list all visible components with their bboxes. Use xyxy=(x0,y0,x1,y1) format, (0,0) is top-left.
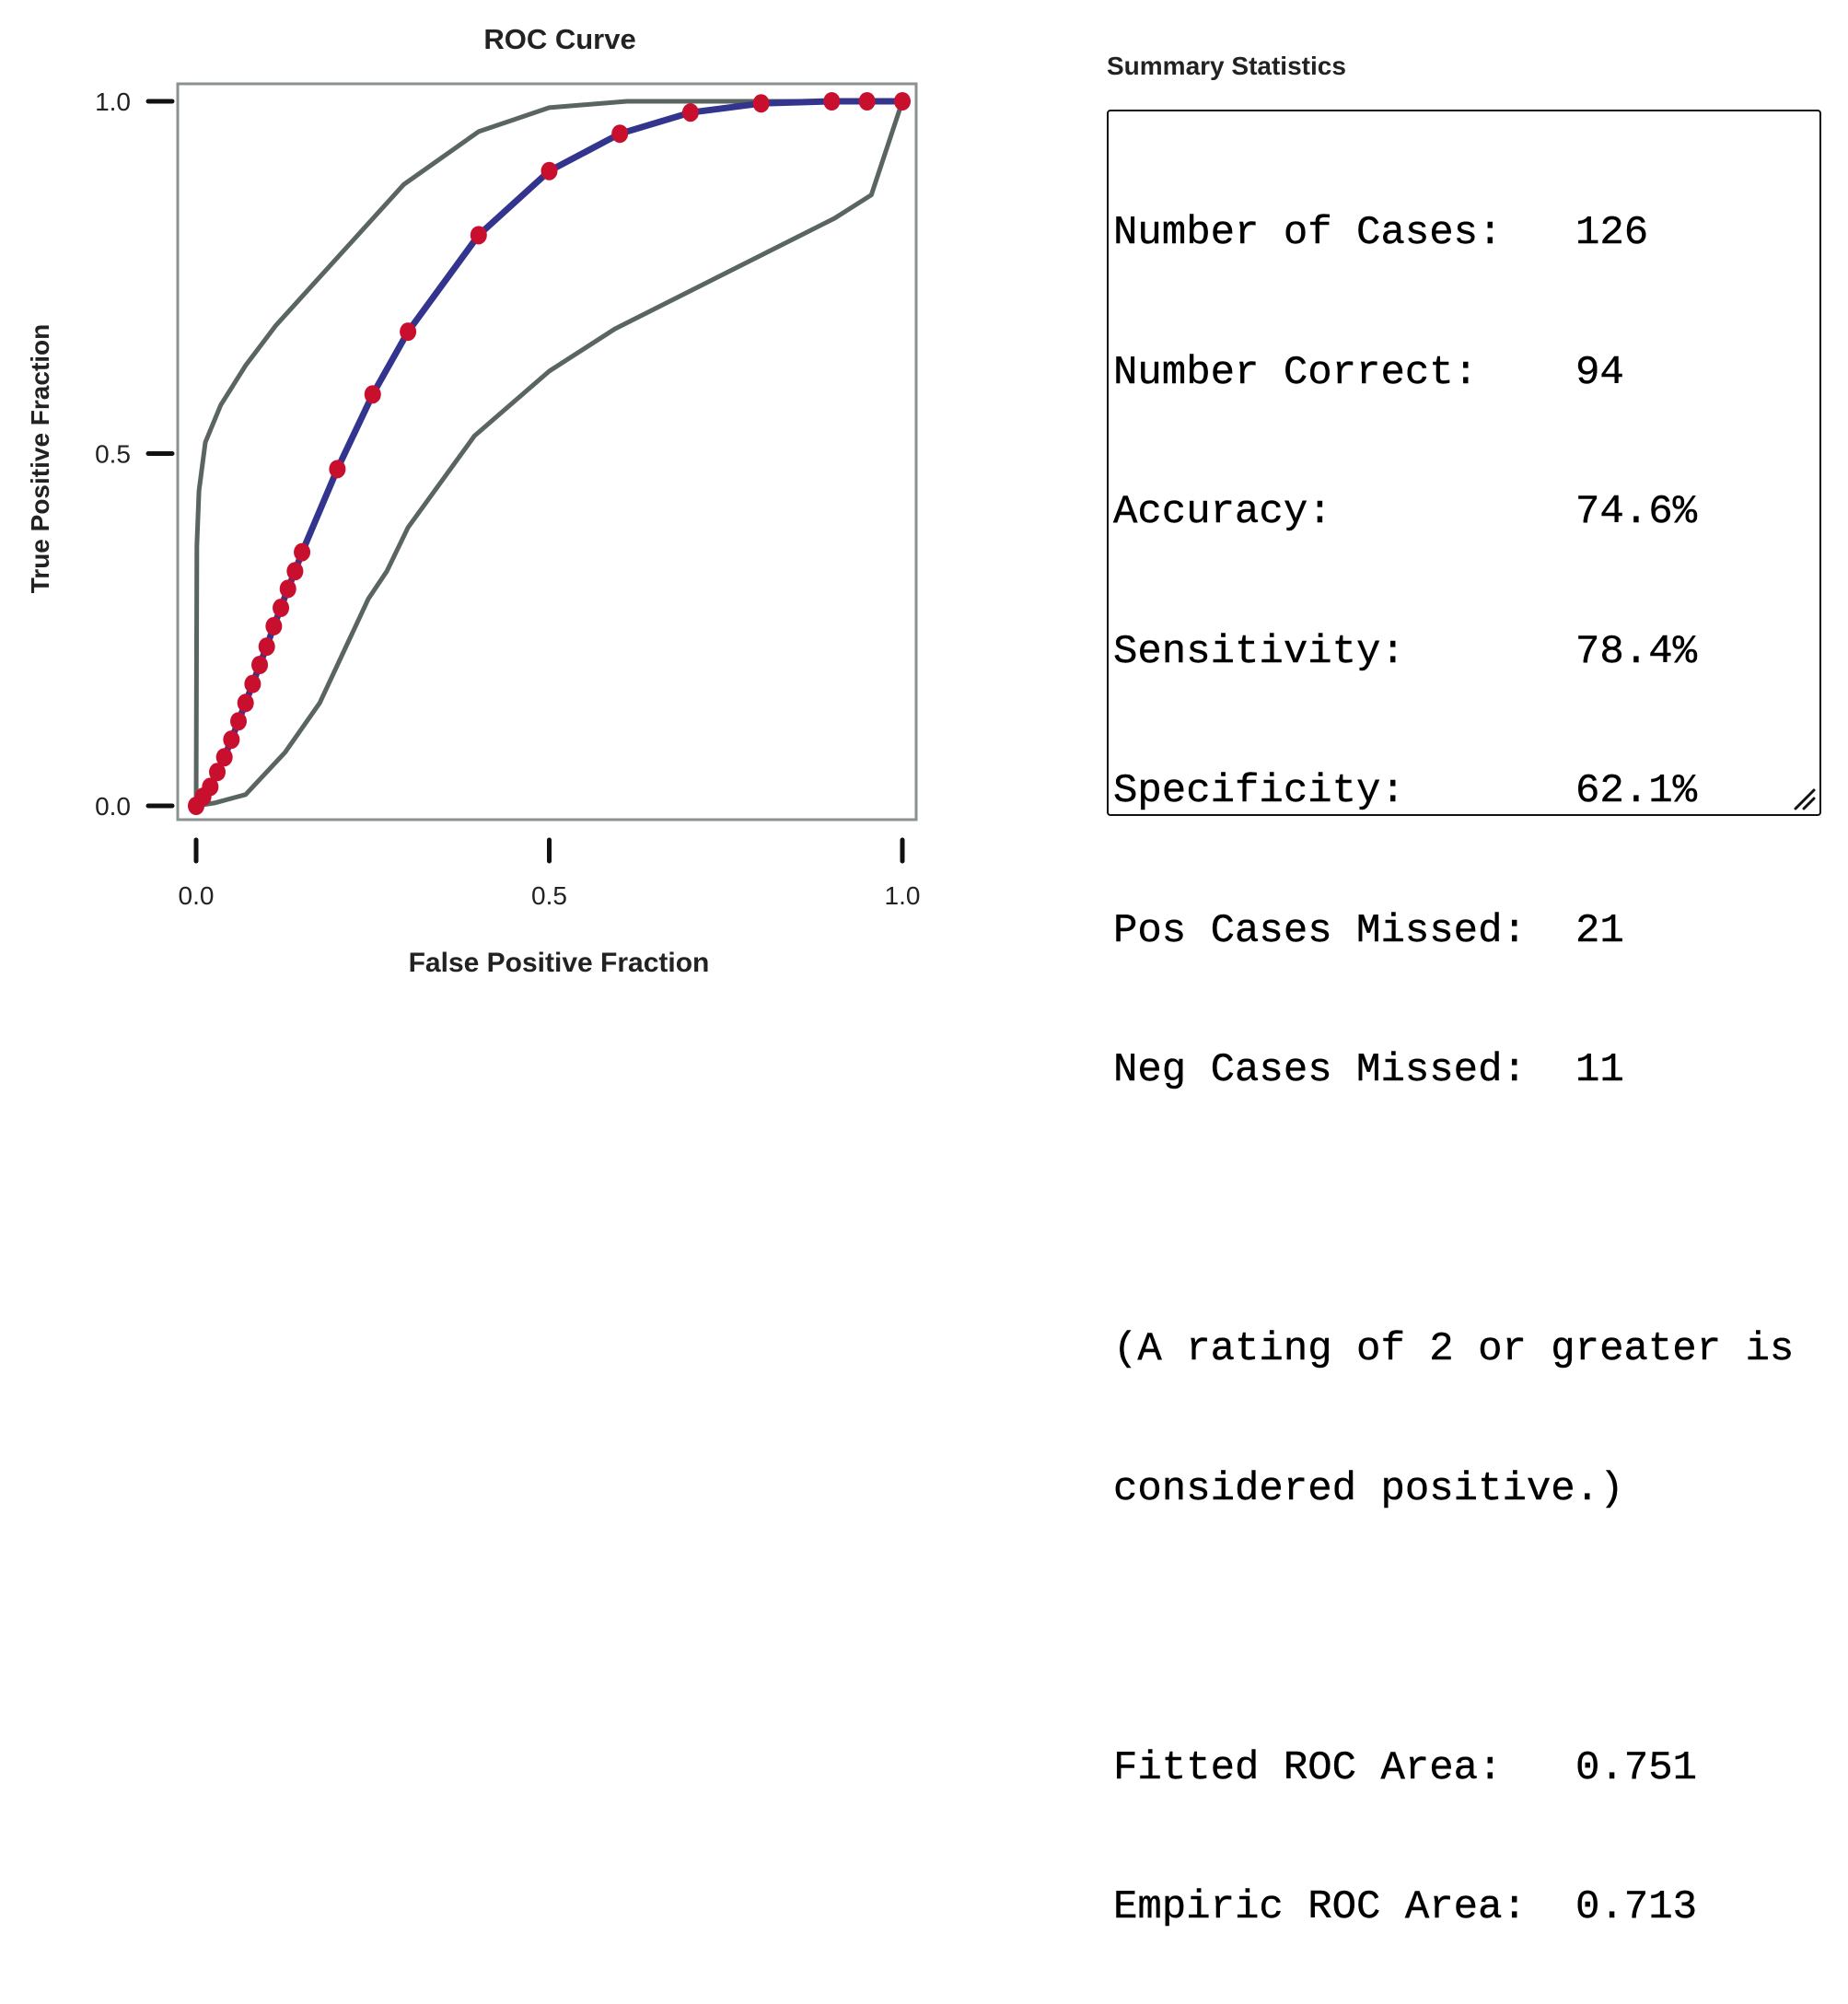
stat-value: 11 xyxy=(1575,1047,1624,1093)
stat-row-specificity: Specificity: 62.1% xyxy=(1113,768,1819,815)
note-line: considered positive.) xyxy=(1113,1465,1624,1512)
roc-data-point xyxy=(752,94,770,113)
roc-data-point xyxy=(400,322,417,342)
stat-value: 0.713 xyxy=(1575,1884,1698,1930)
roc-data-point xyxy=(251,656,269,674)
roc-data-point xyxy=(244,674,262,693)
blank-line xyxy=(1113,1605,1819,1652)
stat-value: 62.1% xyxy=(1575,768,1698,814)
plot-frame xyxy=(176,82,918,821)
stat-row-correct: Number Correct: 94 xyxy=(1113,349,1819,397)
y-tick-label: 0.5 xyxy=(95,440,131,469)
x-axis-label: False Positive Fraction xyxy=(409,948,710,978)
stat-value: 21 xyxy=(1575,907,1624,954)
roc-data-point xyxy=(611,124,629,144)
upper-bound-line xyxy=(193,99,905,809)
stat-row-cases: Number of Cases: 126 xyxy=(1113,210,1819,257)
y-tick-label: 1.0 xyxy=(95,87,131,116)
stat-value: 94 xyxy=(1575,349,1624,396)
stat-row-neg-missed: Neg Cases Missed: 11 xyxy=(1113,1047,1819,1094)
chart-title: ROC Curve xyxy=(483,23,635,55)
stat-value: 126 xyxy=(1575,210,1649,256)
stat-row-empiric-area: Empiric ROC Area: 0.713 xyxy=(1113,1884,1819,1931)
x-tick-label: 1.0 xyxy=(885,881,921,910)
stat-row-pos-missed: Pos Cases Missed: 21 xyxy=(1113,907,1819,955)
blank-line xyxy=(1113,1187,1819,1234)
summary-heading: Summary Statistics xyxy=(1107,52,1346,80)
roc-data-point xyxy=(237,693,254,713)
stat-row-accuracy: Accuracy: 74.6% xyxy=(1113,489,1819,536)
stat-label: Neg Cases Missed: xyxy=(1113,1047,1527,1093)
summary-content: Number of Cases: 126 Number Correct: 94 Ac… xyxy=(1113,117,1819,2004)
x-tick-label: 0.0 xyxy=(179,881,215,910)
roc-data-point xyxy=(202,777,219,797)
roc-data-point xyxy=(540,161,558,181)
x-axis: 0.0 0.5 1.0 xyxy=(179,837,921,910)
roc-data-point xyxy=(894,92,911,111)
roc-data-point xyxy=(265,616,283,635)
y-tick-label: 0.0 xyxy=(95,792,131,821)
roc-data-point xyxy=(681,103,699,122)
stat-label: Number Correct: xyxy=(1113,349,1479,396)
stat-label: Sensitivity: xyxy=(1113,628,1405,675)
x-tick-label: 0.5 xyxy=(531,881,567,910)
resize-grip-icon[interactable] xyxy=(1792,786,1816,810)
stat-label: Accuracy: xyxy=(1113,489,1332,535)
stat-label: Specificity: xyxy=(1113,768,1405,814)
y-axis-label: True Positive Fraction xyxy=(26,324,54,594)
roc-data-point xyxy=(258,637,275,657)
lower-bound-line xyxy=(193,99,905,809)
roc-data-point xyxy=(823,92,841,111)
roc-data-point xyxy=(470,226,487,245)
series-layer xyxy=(188,92,911,815)
roc-data-point xyxy=(273,599,290,618)
roc-chart: ROC Curve 0.0 0.5 1.0 0.0 0.5 1.0 True Posit… xyxy=(26,23,921,978)
roc-data-point xyxy=(223,730,240,750)
stat-value: 74.6% xyxy=(1575,489,1698,535)
summary-textarea[interactable]: Number of Cases: 126 Number Correct: 94 Ac… xyxy=(1107,110,1821,1930)
roc-data-point xyxy=(230,712,248,731)
stat-label: Number of Cases: xyxy=(1113,210,1503,256)
stat-row-sensitivity: Sensitivity: 78.4% xyxy=(1113,628,1819,676)
roc-data-point xyxy=(286,562,304,581)
note-line: (A rating of 2 or greater is xyxy=(1113,1326,1795,1372)
roc-data-point xyxy=(329,460,346,479)
roc-data-point xyxy=(279,579,296,599)
y-axis: 0.0 0.5 1.0 xyxy=(95,87,175,821)
roc-data-point xyxy=(215,748,233,767)
roc-data-point xyxy=(364,385,381,404)
stat-value: 78.4% xyxy=(1575,628,1698,675)
stat-label: Fitted ROC Area: xyxy=(1113,1744,1503,1791)
stat-value: 0.751 xyxy=(1575,1744,1698,1791)
roc-data-point xyxy=(858,92,876,111)
stat-label: Empiric ROC Area: xyxy=(1113,1884,1527,1930)
stat-label: Pos Cases Missed: xyxy=(1113,907,1527,954)
roc-data-point xyxy=(294,542,311,562)
stat-row-fitted-area: Fitted ROC Area: 0.751 xyxy=(1113,1744,1819,1792)
roc-data-point xyxy=(209,763,227,782)
